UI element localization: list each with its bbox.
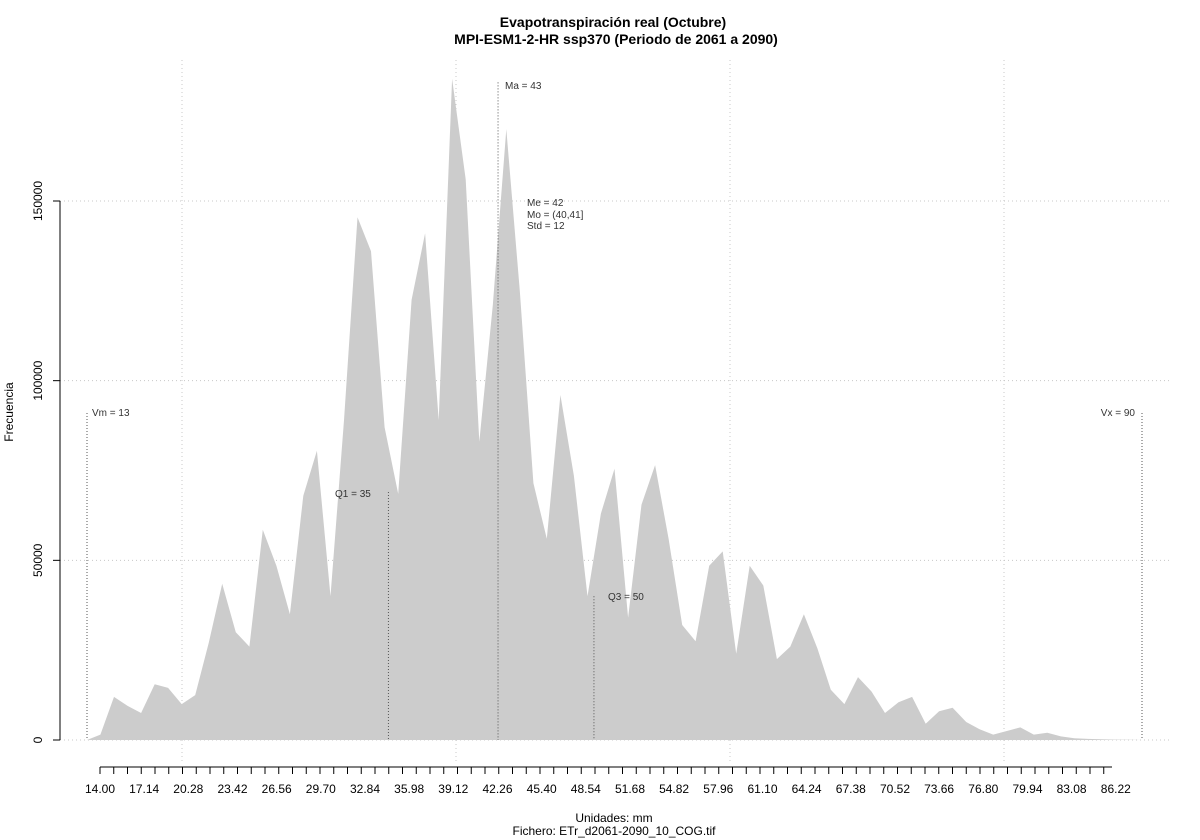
x-tick-label: 23.42 (217, 782, 247, 796)
q1-label: Q1 = 35 (335, 489, 371, 500)
x-axis-title: Unidades: mm (575, 811, 652, 825)
y-tick-label: 0 (31, 736, 45, 743)
file-label: Fichero: ETr_d2061-2090_10_COG.tif (513, 824, 717, 838)
x-tick-label: 35.98 (394, 782, 424, 796)
chart-title: Evapotranspiración real (Octubre) (500, 14, 726, 30)
y-axis: 0 50000 100000 150000 (31, 181, 61, 743)
y-tick-label: 50000 (31, 543, 45, 577)
y-tick-label: 150000 (31, 181, 45, 221)
x-tick-label: 42.26 (482, 782, 512, 796)
x-tick-label: 83.08 (1057, 782, 1087, 796)
x-axis: 14.00 17.14 20.28 23.42 26.56 29.70 32.84 35.98… (85, 766, 1131, 796)
x-tick-label: 57.96 (703, 782, 733, 796)
x-tick-label: 39.12 (438, 782, 468, 796)
stat-mode: Mo = (40,41] (527, 210, 584, 221)
x-tick-label: 45.40 (527, 782, 557, 796)
x-tick-label: 54.82 (659, 782, 689, 796)
x-tick-label: 70.52 (880, 782, 910, 796)
x-tick-label: 14.00 (85, 782, 115, 796)
reference-lines (86, 82, 1143, 740)
x-tick-label: 48.54 (571, 782, 601, 796)
x-tick-label: 67.38 (836, 782, 866, 796)
q3-label: Q3 = 50 (608, 592, 644, 603)
x-tick-label: 64.24 (792, 782, 822, 796)
y-tick-label: 100000 (31, 360, 45, 400)
x-tick-label: 26.56 (262, 782, 292, 796)
x-tick-label: 32.84 (350, 782, 380, 796)
stat-std: Std = 12 (527, 221, 565, 232)
x-tick-label: 79.94 (1012, 782, 1042, 796)
stat-median: Me = 42 (527, 198, 564, 209)
vx-label: Vx = 90 (1101, 408, 1136, 419)
x-tick-label: 73.66 (924, 782, 954, 796)
x-tick-label: 61.10 (747, 782, 777, 796)
x-tick-label: 51.68 (615, 782, 645, 796)
ma-label: Ma = 43 (505, 81, 542, 92)
chart-subtitle: MPI-ESM1-2-HR ssp370 (Periodo de 2061 a … (454, 31, 778, 47)
x-tick-label: 86.22 (1101, 782, 1131, 796)
x-tick-label: 17.14 (129, 782, 159, 796)
y-axis-title: Frecuencia (2, 382, 16, 442)
x-tick-label: 76.80 (968, 782, 998, 796)
x-tick-label: 29.70 (306, 782, 336, 796)
frequency-area (87, 78, 1142, 741)
vm-label: Vm = 13 (92, 408, 130, 419)
x-tick-label: 20.28 (173, 782, 203, 796)
